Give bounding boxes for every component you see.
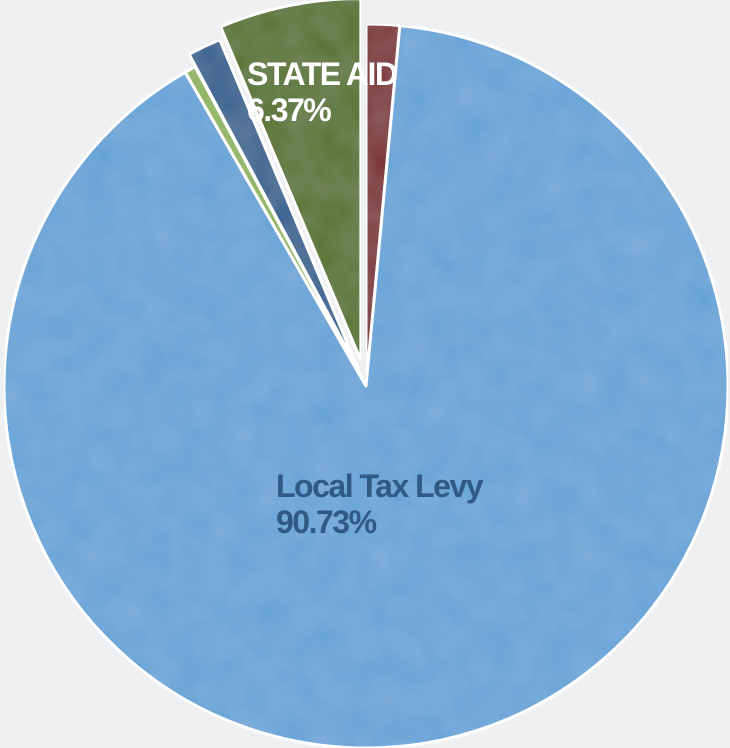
slice-name-label: STATE AID [247, 56, 397, 92]
slice-percent-label: 6.37% [247, 92, 331, 128]
pie-labels: Local Tax Levy 90.73% STATE AID 6.37% [247, 56, 485, 540]
slice-percent-label: 90.73% [276, 504, 377, 540]
pie-slice-3 [187, 38, 362, 375]
slice-label-1: Local Tax Levy 90.73% [276, 468, 484, 540]
slice-name-label: Local Tax Levy [276, 468, 484, 504]
slice-label-4: STATE AID 6.37% [247, 56, 397, 128]
pie-slice-4 [219, 0, 363, 363]
